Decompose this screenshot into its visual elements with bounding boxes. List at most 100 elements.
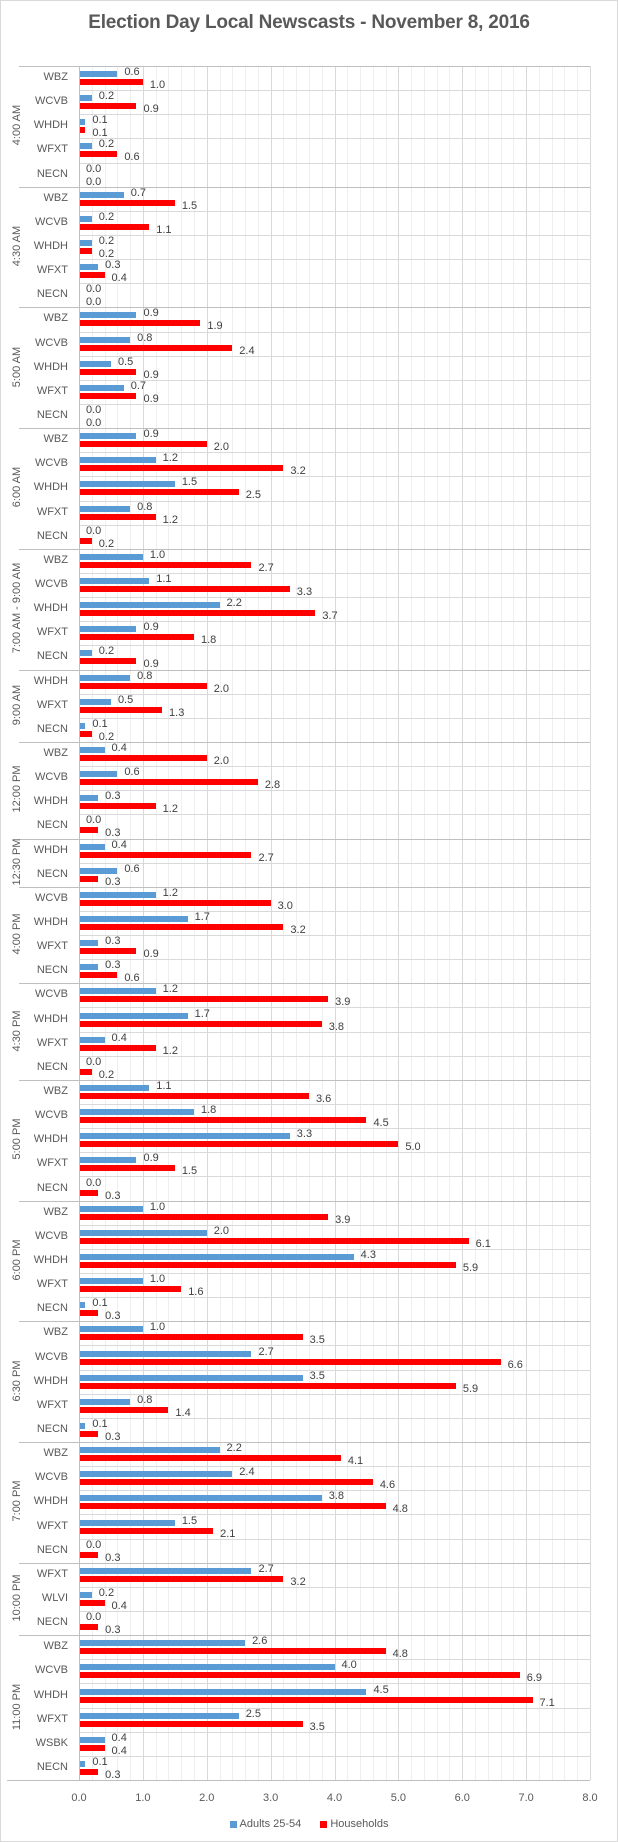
data-label-households: 0.2 [98, 730, 115, 743]
row-divider [79, 935, 590, 937]
gridline [142, 66, 144, 1780]
plot-bottom-line [7, 1780, 590, 1781]
category-label: NECN [36, 964, 68, 977]
group-divider [19, 428, 590, 430]
bar-adults-25-54 [79, 698, 111, 705]
row-divider [79, 500, 590, 502]
legend: Adults 25-54 Households [0, 1818, 618, 1830]
category-label: WCVB [35, 1109, 68, 1122]
gridline [206, 66, 208, 1780]
bar-households [79, 1648, 386, 1655]
bar-adults-25-54 [79, 1326, 143, 1333]
data-label-adults: 0.0 [86, 404, 102, 417]
category-label: WCVB [35, 578, 68, 591]
data-label-households: 4.8 [392, 1503, 408, 1516]
bar-households [79, 851, 252, 858]
category-label: WBZ [43, 1326, 68, 1339]
category-label: WHDH [33, 1495, 68, 1508]
data-label-adults: 0.1 [92, 1755, 108, 1768]
bar-households [79, 803, 156, 810]
bar-adults-25-54 [79, 650, 92, 657]
bar-adults-25-54 [79, 1712, 239, 1719]
category-label: WCVB [35, 1350, 68, 1363]
data-label-adults: 4.5 [373, 1683, 389, 1696]
bar-households [79, 127, 86, 134]
bar-households [79, 1068, 92, 1075]
group-label: 4:00 AM [11, 105, 23, 146]
data-label-adults: 0.6 [124, 66, 140, 79]
row-divider [79, 597, 590, 599]
bar-adults-25-54 [79, 988, 156, 995]
data-label-households: 0.3 [105, 1189, 121, 1202]
gridline [296, 66, 298, 1780]
bar-adults-25-54 [79, 336, 131, 343]
bar-adults-25-54 [79, 240, 92, 247]
group-label: 4:30 AM [11, 225, 23, 267]
x-tick-label: 2.0 [199, 1792, 215, 1804]
data-label-households: 6.6 [507, 1358, 523, 1371]
data-label-adults: 0.0 [86, 162, 102, 175]
data-label-households: 3.2 [290, 1575, 306, 1588]
row-divider [79, 1007, 590, 1009]
gridline [564, 66, 566, 1780]
bar-households [79, 1696, 533, 1703]
bar-adults-25-54 [79, 1495, 322, 1502]
data-label-households: 0.3 [105, 1768, 121, 1781]
row-divider [79, 1297, 590, 1299]
data-label-adults: 0.0 [86, 283, 102, 296]
row-divider [79, 1611, 590, 1612]
gridline [283, 66, 285, 1780]
x-tick-label: 5.0 [390, 1792, 407, 1804]
category-label: WFXT [36, 698, 68, 711]
gridline [193, 66, 195, 1780]
data-label-adults: 0.2 [98, 235, 115, 248]
data-label-households: 0.0 [86, 417, 102, 430]
row-divider [79, 1104, 590, 1106]
data-label-households: 0.3 [105, 827, 121, 840]
data-label-adults: 0.8 [137, 500, 153, 513]
bar-households [79, 1624, 99, 1631]
bar-households [79, 1092, 309, 1099]
x-tick-label: 0.0 [71, 1792, 87, 1804]
row-divider [79, 621, 590, 623]
data-label-adults: 0.7 [130, 379, 146, 392]
data-label-adults: 2.2 [226, 1442, 242, 1455]
bar-adults-25-54 [79, 505, 131, 512]
bar-adults-25-54 [79, 843, 105, 850]
group-label: 6:00 AM [11, 467, 23, 508]
bar-households [79, 561, 252, 568]
bar-households [79, 272, 105, 279]
data-label-adults: 0.0 [86, 1176, 102, 1189]
data-label-adults: 0.2 [98, 645, 115, 658]
bar-households [79, 344, 233, 351]
gridline [500, 66, 502, 1780]
gridline [245, 66, 247, 1780]
gridline [104, 66, 106, 1780]
category-label: NECN [36, 288, 68, 301]
bar-adults-25-54 [79, 433, 137, 440]
data-label-adults: 1.7 [194, 911, 210, 923]
bar-adults-25-54 [79, 1302, 86, 1309]
data-label-adults: 0.0 [86, 1611, 102, 1624]
data-label-adults: 0.1 [92, 1417, 108, 1430]
x-tick-label: 7.0 [518, 1792, 534, 1804]
gridline [526, 66, 528, 1780]
bar-adults-25-54 [79, 143, 92, 150]
bar-households [79, 1551, 99, 1558]
row-divider [79, 1031, 590, 1033]
group-divider [19, 1079, 590, 1081]
data-label-households: 3.8 [328, 1020, 345, 1033]
bar-households [79, 1117, 367, 1124]
group-label: 11:00 PM [11, 1683, 23, 1730]
data-label-adults: 3.3 [296, 1128, 313, 1141]
category-label: WHDH [33, 1133, 68, 1146]
row-divider [79, 1683, 590, 1685]
data-label-households: 0.3 [105, 1430, 121, 1443]
bar-households [79, 1527, 214, 1534]
group-label: 5:00 AM [11, 346, 23, 387]
data-label-households: 0.9 [143, 948, 159, 961]
data-label-households: 0.0 [86, 296, 102, 309]
bar-households [79, 392, 137, 399]
bar-households [79, 1286, 182, 1293]
category-label: WFXT [36, 264, 68, 277]
